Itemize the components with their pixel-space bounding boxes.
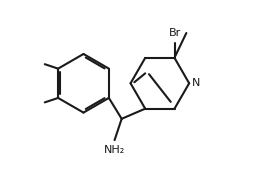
Text: NH₂: NH₂: [104, 145, 125, 154]
Text: Br: Br: [168, 28, 181, 38]
Text: N: N: [192, 78, 201, 88]
